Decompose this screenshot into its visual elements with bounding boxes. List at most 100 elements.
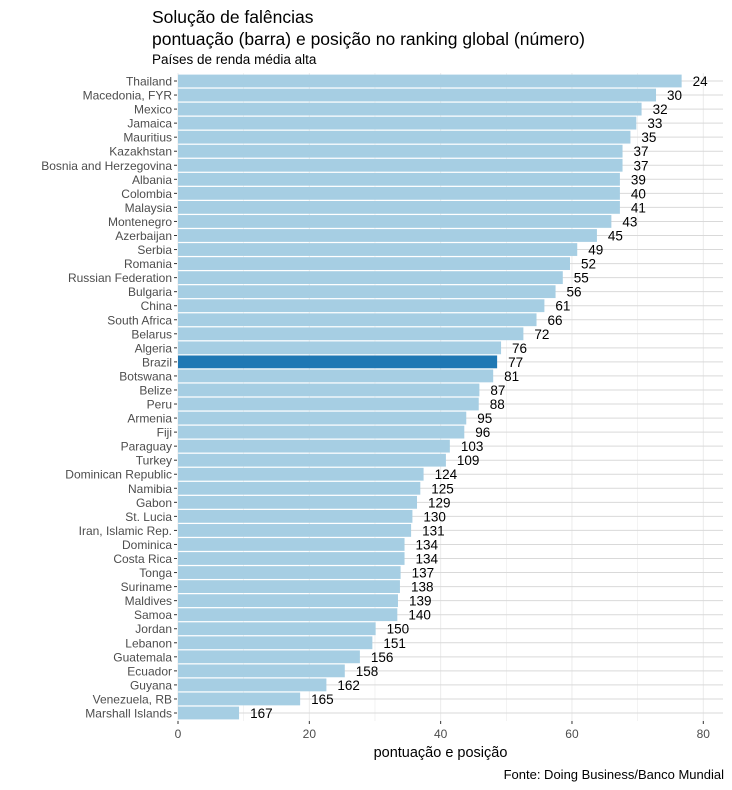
rank-label: 129 (428, 495, 451, 510)
bar (178, 369, 494, 383)
y-tick-label: Tonga (139, 566, 172, 580)
y-tick-label: Lebanon (125, 636, 172, 650)
y-tick-label: Mauritius (123, 131, 172, 145)
y-tick-label: Turkey (136, 454, 172, 468)
bar (178, 439, 450, 453)
rank-label: 81 (504, 369, 519, 384)
rank-label: 158 (356, 664, 379, 679)
x-tick-label: 80 (697, 727, 711, 741)
bar (178, 495, 418, 509)
bar (178, 355, 498, 369)
rank-label: 109 (457, 453, 480, 468)
bar (178, 453, 446, 467)
chart-title-line-2: pontuação (barra) e posição no ranking g… (152, 29, 585, 49)
y-tick-label: Jamaica (127, 117, 172, 131)
rank-label: 165 (311, 692, 334, 707)
rank-label: 24 (693, 74, 709, 89)
y-tick-label: Albania (132, 173, 172, 187)
y-tick-label: Armenia (127, 412, 172, 426)
bar (178, 580, 400, 593)
bar (178, 74, 682, 88)
bar (178, 411, 467, 425)
bar (178, 383, 480, 397)
y-tick-label: Kazakhstan (109, 145, 172, 159)
rank-label: 49 (588, 243, 603, 258)
bar (178, 116, 637, 130)
rank-label: 33 (647, 116, 662, 131)
bar (178, 678, 327, 692)
rank-label: 167 (250, 706, 273, 721)
bar (178, 130, 631, 144)
y-tick-label: Serbia (137, 243, 172, 257)
y-tick-label: Brazil (142, 355, 172, 369)
y-tick-label: Namibia (128, 482, 172, 496)
rank-label: 134 (416, 552, 439, 567)
rank-label: 162 (337, 678, 360, 693)
rank-label: 43 (622, 214, 637, 229)
bar (178, 425, 465, 439)
bar (178, 158, 623, 172)
y-tick-label: Guatemala (113, 650, 172, 664)
bar (178, 397, 479, 411)
bar (178, 566, 401, 579)
bar (178, 186, 620, 200)
y-tick-label: Maldives (125, 594, 172, 608)
y-tick-label: Botswana (119, 369, 172, 383)
bar (178, 229, 597, 242)
bar (178, 243, 578, 256)
y-tick-label: Iran, Islamic Rep. (79, 524, 172, 538)
rank-label: 130 (423, 509, 446, 524)
rank-label: 151 (383, 636, 406, 651)
y-tick-label: Bosnia and Herzegovina (41, 159, 172, 173)
x-axis-label: pontuação e posição (373, 745, 508, 761)
rank-label: 150 (387, 622, 410, 637)
rank-label: 52 (581, 257, 596, 272)
bar (178, 594, 398, 608)
bar (178, 299, 545, 313)
rank-label: 30 (667, 88, 682, 103)
chart-title-line-1: Solução de falências (152, 7, 314, 27)
rank-label: 134 (416, 537, 439, 552)
bar (178, 215, 612, 228)
bar (178, 88, 657, 102)
bar (178, 172, 620, 186)
x-tick-label: 0 (175, 727, 182, 741)
bar (178, 327, 524, 341)
bar (178, 313, 537, 327)
bar (178, 692, 301, 706)
rank-label: 87 (490, 383, 505, 398)
y-tick-label: Bulgaria (128, 285, 172, 299)
bar (178, 285, 556, 299)
bar (178, 636, 373, 650)
x-tick-label: 20 (303, 727, 317, 741)
bar (178, 201, 620, 214)
bar (178, 622, 376, 636)
rank-label: 66 (548, 313, 563, 328)
y-tick-label: Paraguay (121, 440, 172, 454)
rank-label: 103 (461, 439, 484, 454)
bar (178, 341, 502, 355)
rank-label: 96 (475, 425, 490, 440)
y-tick-label: Jordan (135, 622, 172, 636)
rank-label: 77 (508, 355, 523, 370)
y-tick-label: Ecuador (127, 664, 172, 678)
rank-label: 55 (574, 271, 589, 286)
rank-label: 137 (412, 566, 435, 581)
rank-label: 32 (653, 102, 668, 117)
y-tick-label: St. Lucia (125, 510, 172, 524)
y-tick-label: Macedonia, FYR (83, 89, 173, 103)
rank-label: 61 (555, 299, 570, 314)
y-tick-label: Costa Rica (113, 552, 172, 566)
rank-label: 40 (631, 186, 646, 201)
rank-label: 37 (634, 158, 649, 173)
rank-label: 139 (409, 594, 432, 609)
y-tick-label: Romania (124, 257, 172, 271)
y-tick-label: Venezuela, RB (93, 692, 172, 706)
bar (178, 257, 571, 270)
bar (178, 102, 642, 116)
y-tick-label: Azerbaijan (115, 229, 172, 243)
rank-label: 41 (631, 200, 646, 215)
y-tick-label: Algeria (135, 341, 173, 355)
y-tick-label: Russian Federation (68, 271, 172, 285)
